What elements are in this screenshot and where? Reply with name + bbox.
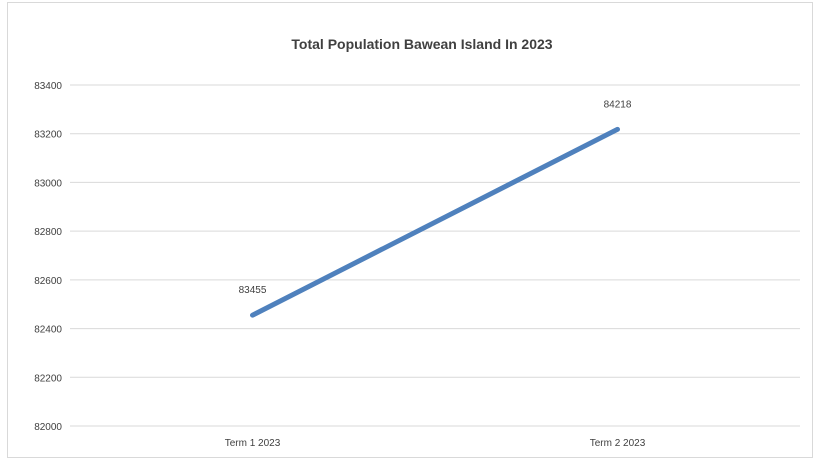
- data-label: 84218: [604, 99, 632, 110]
- y-tick-label: 82400: [34, 325, 62, 336]
- data-labels: 83455 84218: [239, 99, 632, 296]
- x-axis-tick-labels: Term 1 2023 Term 2 2023: [225, 438, 646, 449]
- y-tick-label: 83200: [34, 130, 62, 141]
- x-tick-label: Term 1 2023: [225, 438, 281, 449]
- gridlines: [70, 84, 800, 427]
- y-tick-label: 82800: [34, 227, 62, 238]
- chart-area: [7, 2, 813, 458]
- y-tick-label: 82200: [34, 373, 62, 384]
- chart-title: Total Population Bawean Island In 2023: [291, 36, 552, 52]
- y-tick-label: 82600: [34, 276, 62, 287]
- series-line: [250, 126, 620, 318]
- y-axis-tick-labels: 82000 82200 82400 82600 82800 83000 83200 83400: [34, 81, 62, 433]
- series-lines: [250, 126, 620, 318]
- y-tick-label: 83400: [34, 81, 62, 92]
- x-tick-label: Term 2 2023: [590, 438, 646, 449]
- y-tick-label: 83000: [34, 178, 62, 189]
- data-label: 83455: [239, 285, 267, 296]
- y-tick-label: 82000: [34, 422, 62, 433]
